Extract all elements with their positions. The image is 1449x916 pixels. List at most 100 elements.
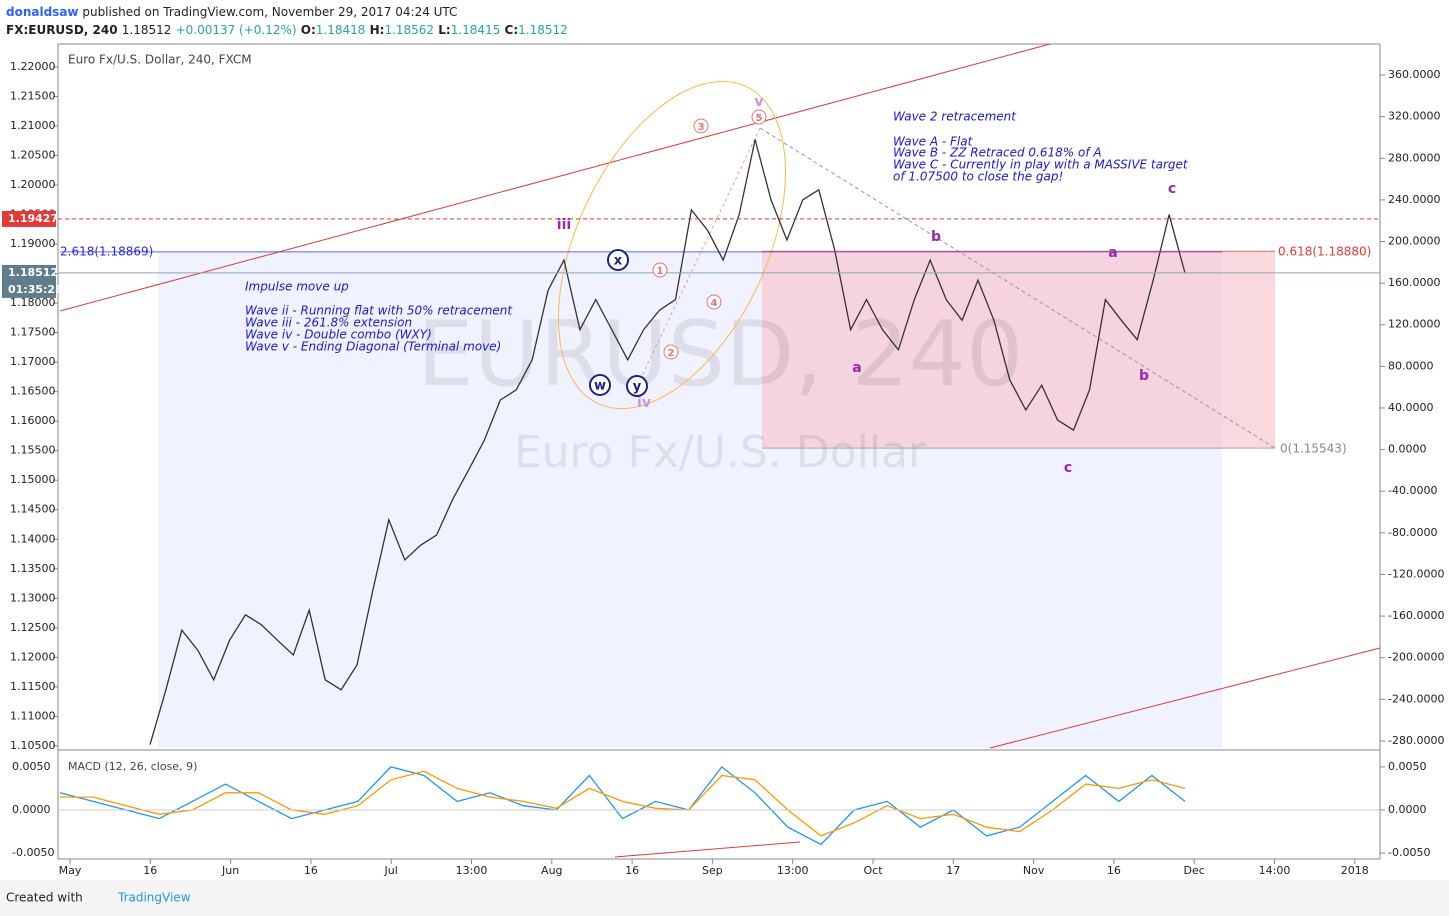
x-tick-label: 13:00 (777, 864, 809, 877)
circled-label: y (633, 380, 642, 395)
y-tick-label: 1.20500 (10, 149, 56, 162)
trend-channel (989, 647, 1381, 749)
x-tick-label: 16 (143, 864, 157, 877)
y-tick-label: 1.16000 (10, 414, 56, 427)
y2-tick-label: -80.0000 (1388, 526, 1437, 539)
x-tick-label: Jun (221, 864, 239, 877)
wave-circle (652, 262, 668, 278)
level-label: 0.618(1.18880) (1278, 245, 1371, 259)
note: Wave v - Ending Diagonal (Terminal move) (245, 340, 501, 354)
note: Wave C - Currently in play with a MASSIV… (893, 158, 1189, 172)
y2-tick-label: -160.0000 (1388, 609, 1444, 622)
wave-label: a (852, 360, 861, 376)
x-tick-label: 13:00 (456, 864, 488, 877)
y2-tick-label: -240.0000 (1388, 692, 1444, 705)
footer-text: Created with (6, 891, 83, 905)
y-tick-label: 1.21500 (10, 90, 56, 103)
note: Wave 2 retracement (893, 110, 1017, 124)
y-tick-label: 1.11500 (10, 680, 56, 693)
x-tick-label: 17 (946, 864, 960, 877)
y-tick-label: 1.20000 (10, 178, 56, 191)
y2-tick-label: 360.0000 (1388, 68, 1441, 81)
circled-label: w (594, 379, 606, 394)
wave-circle (751, 109, 767, 125)
wave-circle (693, 118, 709, 134)
symbol-line: FX:EURUSD, 240 1.18512 +0.00137 (+0.12%)… (6, 23, 568, 37)
y2-tick-label: -280.0000 (1388, 734, 1444, 747)
x-tick-label: May (59, 864, 82, 877)
note: Wave B - ZZ Retraced 0.618% of A (893, 146, 1102, 160)
y-tick-label: 1.22000 (10, 60, 56, 73)
y-tick-label: 1.12000 (10, 650, 56, 663)
c-label: C: (505, 23, 519, 37)
note: of 1.07500 to close the gap! (893, 170, 1063, 184)
note: Impulse move up (245, 280, 349, 294)
trend-channel (59, 43, 1051, 312)
symbol: FX:EURUSD, 240 (6, 23, 118, 37)
watermark: EURUSD, 240 (417, 302, 1024, 407)
y-tick-label: 1.15000 (10, 473, 56, 486)
wave-circle (706, 294, 722, 310)
y-tick-label: 1.14000 (10, 532, 56, 545)
y-tick-label: 1.10500 (10, 739, 56, 752)
circled-label: 4 (711, 298, 718, 309)
y2-tick-label: -120.0000 (1388, 567, 1444, 580)
o-label: O: (301, 23, 316, 37)
series-line (59, 765, 1186, 846)
y-tick-label: 1.12500 (10, 621, 56, 634)
x-tick-label: Nov (1023, 864, 1045, 877)
plot-frame (57, 43, 1381, 860)
high: 1.18562 (384, 23, 434, 37)
series-line (149, 139, 1186, 745)
y-tick-label: 1.17000 (10, 355, 56, 368)
y2-tick-label: 80.0000 (1388, 359, 1434, 372)
low: 1.18415 (451, 23, 501, 37)
note: Wave iii - 261.8% extension (245, 316, 412, 330)
macd-tick-label: 0.0050 (12, 760, 51, 773)
y2-tick-label: 200.0000 (1388, 234, 1441, 247)
diagonal-line (639, 127, 761, 381)
series-line (60, 770, 1186, 837)
x-tick-label: 16 (625, 864, 639, 877)
y-tick-label: 1.13500 (10, 562, 56, 575)
x-tick-label: Jul (384, 864, 398, 877)
published: published on TradingView.com, November 2… (82, 5, 457, 19)
y-tick-label: 1.16500 (10, 385, 56, 398)
macd-tick-label: 0.0000 (1388, 803, 1427, 816)
circled-label: 3 (698, 122, 705, 133)
y-tick-label: 1.18000 (10, 296, 56, 309)
footer (0, 880, 1449, 916)
footer-brand[interactable]: TradingView (117, 891, 191, 905)
y-tick-label: 1.15500 (10, 444, 56, 457)
note: Wave iv - Double combo (WXY) (245, 328, 432, 342)
wave-label: b (931, 229, 941, 245)
author[interactable]: donaldsaw (6, 5, 79, 19)
y-tick-label: 1.11000 (10, 709, 56, 722)
x-tick-label: 14:00 (1259, 864, 1291, 877)
l-label: L: (438, 23, 450, 37)
wave-label: b (1139, 368, 1149, 384)
wave-circle (607, 249, 629, 271)
last-box (2, 264, 56, 298)
level-label: 2.618(1.18869) (60, 244, 153, 258)
circled-label: 5 (756, 113, 763, 124)
macd-tick-label: 0.0000 (12, 803, 51, 816)
y2-tick-label: 160.0000 (1388, 276, 1441, 289)
y2-tick-label: 320.0000 (1388, 110, 1441, 123)
last-label: 1.18512 (8, 266, 58, 279)
retracement-zone (762, 251, 1275, 448)
last: 1.18512 (122, 23, 172, 37)
watermark-sub: Euro Fx/U.S. Dollar (514, 427, 927, 478)
alert-box (2, 210, 56, 227)
note: Wave A - Flat (893, 135, 974, 149)
close: 1.18512 (518, 23, 568, 37)
macd-tick-label: -0.0050 (12, 846, 54, 859)
macd-tick-label: 0.0050 (1388, 760, 1427, 773)
wave-label: iv (637, 395, 651, 411)
wave-label: v (754, 94, 763, 110)
x-tick-label: 16 (1107, 864, 1121, 877)
circled-label: x (614, 254, 623, 269)
wave-label: a (1108, 245, 1117, 261)
y2-tick-label: -200.0000 (1388, 651, 1444, 664)
